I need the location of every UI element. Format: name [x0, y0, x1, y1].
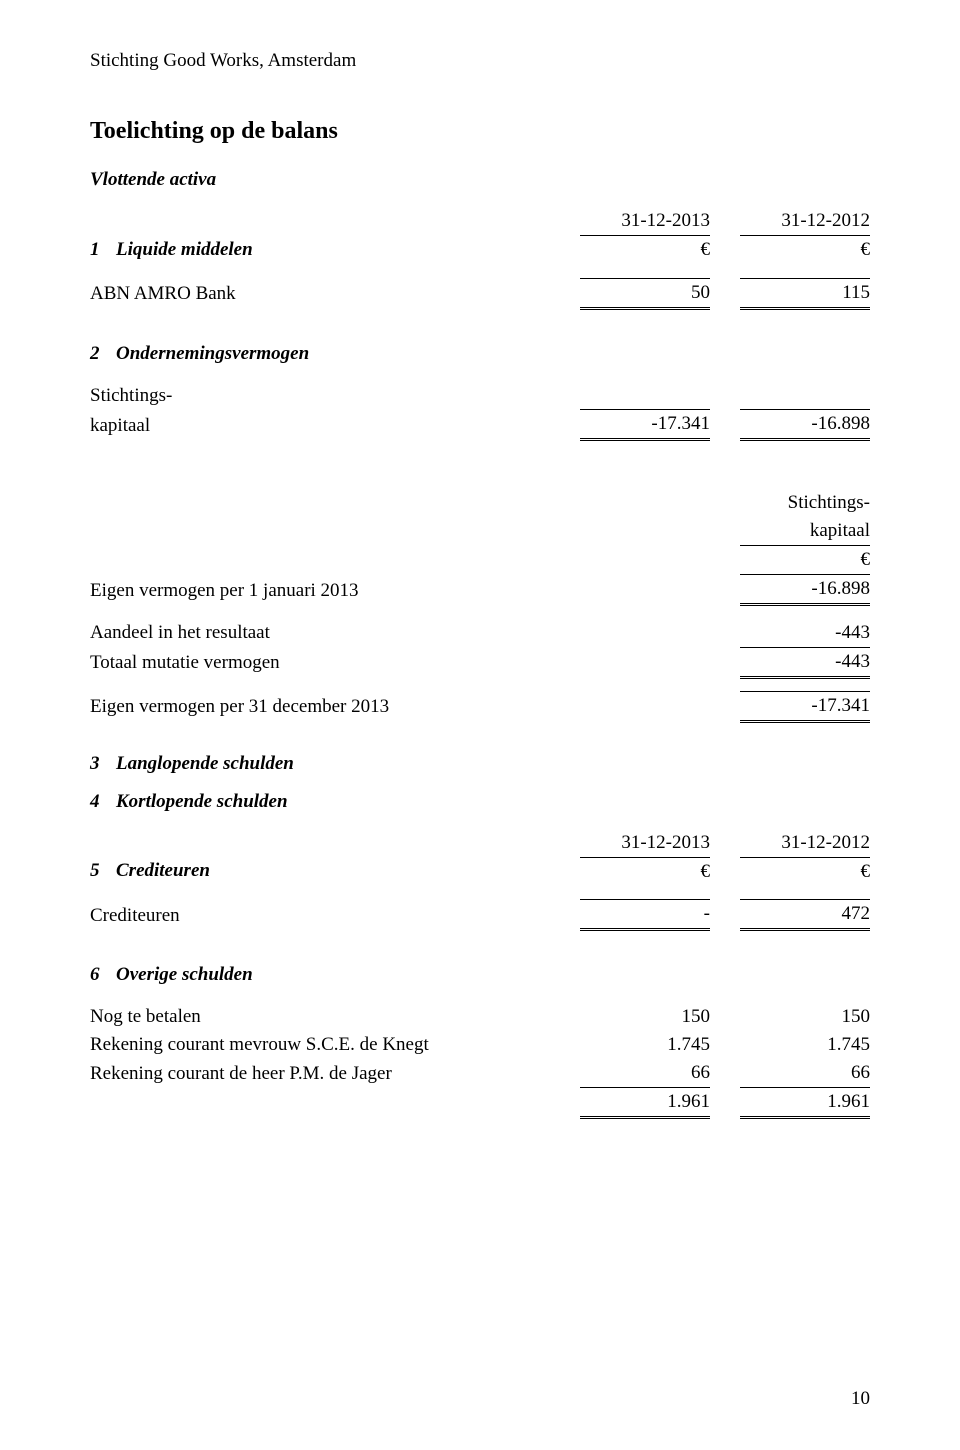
- item-6-label: Overige schulden: [116, 964, 253, 986]
- cap-share-v: -443: [740, 619, 870, 648]
- section-vlottende-activa: Vlottende activa: [90, 169, 870, 191]
- table-ondernemingsvermogen: 2 Ondernemingsvermogen Stichtings- kapit…: [90, 340, 870, 442]
- nog-te-betalen-v2: 150: [740, 1003, 870, 1031]
- table-crediteuren: 31-12-2013 31-12-2012 5 Crediteuren € € …: [90, 829, 870, 932]
- item-1-label: Liquide middelen: [116, 239, 253, 261]
- item-4-number: 4: [90, 791, 116, 813]
- rc-knegt-v1: 1.745: [580, 1031, 710, 1059]
- cap-col-hdr-l1: Stichtings-: [740, 489, 870, 517]
- overige-total-v1: 1.961: [580, 1088, 710, 1118]
- euro-symbol: €: [740, 546, 870, 575]
- stichtings-l1: Stichtings-: [90, 382, 580, 410]
- table-capital-movement: Stichtings- kapitaal € Eigen vermogen pe…: [90, 489, 870, 723]
- rc-knegt-label: Rekening courant mevrouw S.C.E. de Knegt: [90, 1031, 580, 1059]
- item-1-number: 1: [90, 239, 116, 261]
- item-4-label: Kortlopende schulden: [116, 791, 288, 813]
- period-1: 31-12-2013: [580, 829, 710, 858]
- table-liquide-middelen: 31-12-2013 31-12-2012 1 Liquide middelen…: [90, 207, 870, 310]
- item-5-label: Crediteuren: [116, 860, 210, 882]
- item-3-label: Langlopende schulden: [116, 753, 294, 775]
- crediteuren-v1: -: [580, 900, 710, 930]
- rc-jager-v1: 66: [580, 1059, 710, 1088]
- rc-jager-v2: 66: [740, 1059, 870, 1088]
- rc-jager-label: Rekening courant de heer P.M. de Jager: [90, 1059, 580, 1088]
- item-4-heading: 4 Kortlopende schulden: [90, 791, 870, 813]
- cap-open-v: -16.898: [740, 575, 870, 605]
- page-title: Toelichting op de balans: [90, 118, 870, 145]
- overige-total-v2: 1.961: [740, 1088, 870, 1118]
- stichtings-v2: -16.898: [740, 410, 870, 440]
- stichtings-v1: -17.341: [580, 410, 710, 440]
- item-3-number: 3: [90, 753, 116, 775]
- abn-amro-v1: 50: [580, 278, 710, 308]
- item-6-number: 6: [90, 964, 116, 986]
- item-2-label: Ondernemingsvermogen: [116, 343, 309, 365]
- cap-open-label: Eigen vermogen per 1 januari 2013: [90, 575, 740, 605]
- table-overige-schulden: 6 Overige schulden Nog te betalen 150 15…: [90, 961, 870, 1119]
- abn-amro-v2: 115: [740, 278, 870, 308]
- item-3-heading: 3 Langlopende schulden: [90, 753, 870, 775]
- crediteuren-v2: 472: [740, 900, 870, 930]
- nog-te-betalen-v1: 150: [580, 1003, 710, 1031]
- cap-mutation-v: -443: [740, 647, 870, 677]
- cap-col-hdr-l2: kapitaal: [740, 517, 870, 546]
- cap-share-label: Aandeel in het resultaat: [90, 619, 740, 648]
- cap-close-label: Eigen vermogen per 31 december 2013: [90, 691, 740, 721]
- item-5-number: 5: [90, 860, 116, 882]
- cap-close-v: -17.341: [740, 691, 870, 721]
- crediteuren-row-label: Crediteuren: [90, 900, 580, 930]
- item-2-number: 2: [90, 343, 116, 365]
- period-1: 31-12-2013: [580, 207, 710, 236]
- cap-mutation-label: Totaal mutatie vermogen: [90, 647, 740, 677]
- euro-symbol: €: [740, 857, 870, 886]
- page: Stichting Good Works, Amsterdam Toelicht…: [0, 0, 960, 1450]
- period-2: 31-12-2012: [740, 207, 870, 236]
- euro-symbol: €: [580, 857, 710, 886]
- euro-symbol: €: [580, 236, 710, 265]
- org-name: Stichting Good Works, Amsterdam: [90, 50, 870, 72]
- euro-symbol: €: [740, 236, 870, 265]
- stichtings-l2: kapitaal: [90, 410, 580, 440]
- abn-amro-label: ABN AMRO Bank: [90, 278, 580, 308]
- period-2: 31-12-2012: [740, 829, 870, 858]
- rc-knegt-v2: 1.745: [740, 1031, 870, 1059]
- nog-te-betalen-label: Nog te betalen: [90, 1003, 580, 1031]
- page-number: 10: [851, 1388, 870, 1410]
